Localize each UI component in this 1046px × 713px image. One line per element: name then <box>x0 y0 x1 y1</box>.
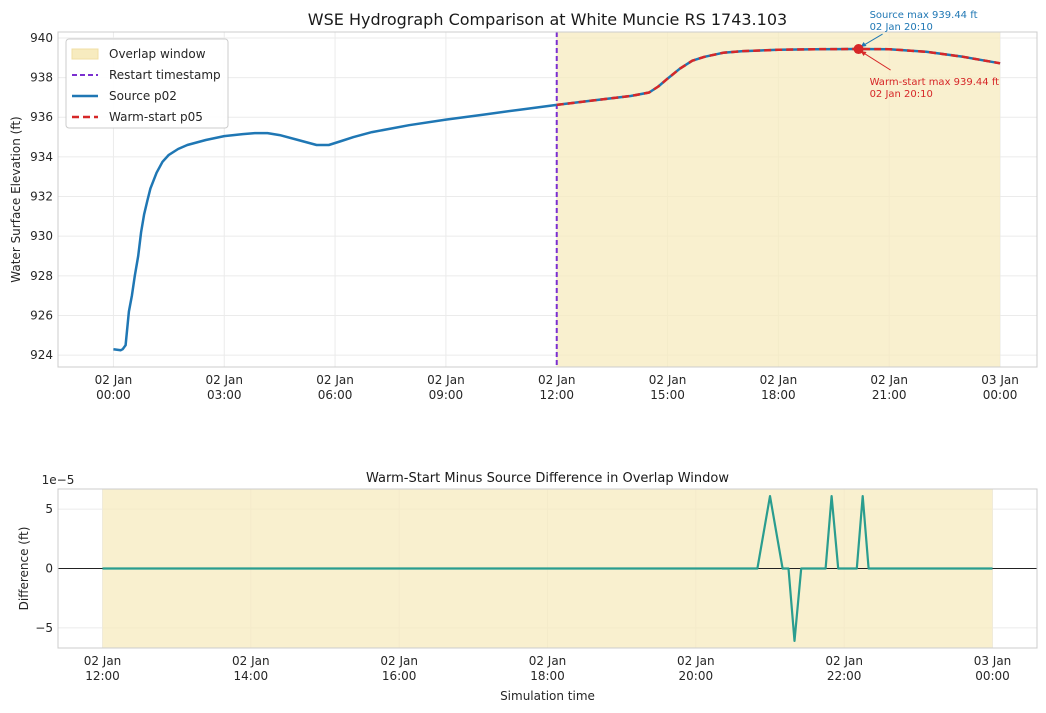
y-tick-label: 940 <box>30 31 53 45</box>
x-tick-label: 03 Jan <box>981 373 1019 387</box>
x-tick-label: 03:00 <box>207 388 242 402</box>
annotation-source-text: Source max 939.44 ft <box>870 10 978 21</box>
x-tick-label: 00:00 <box>975 669 1010 683</box>
y-axis-label: Difference (ft) <box>17 527 31 611</box>
legend-box <box>65 38 229 129</box>
annotation-source-text: 02 Jan 20:10 <box>870 22 933 33</box>
x-tick-label: 18:00 <box>761 388 796 402</box>
x-tick-label: 14:00 <box>234 669 269 683</box>
y-tick-label: 924 <box>30 348 53 362</box>
x-tick-label: 02 Jan <box>316 373 354 387</box>
annotation-warm-start-text: 02 Jan 20:10 <box>870 89 933 100</box>
chart-title: WSE Hydrograph Comparison at White Munci… <box>308 10 787 29</box>
y-tick-label: 928 <box>30 269 53 283</box>
x-tick-label: 02 Jan <box>205 373 243 387</box>
x-tick-label: 02 Jan <box>380 654 418 668</box>
legend: Overlap window Restart timestamp Source p0… <box>65 38 229 129</box>
series-warm-start-p05-line <box>556 47 1001 107</box>
legend-label-overlap-window: Overlap window <box>109 47 206 61</box>
x-tick-label: 02 Jan <box>825 654 863 668</box>
x-tick-label: 02 Jan <box>529 654 567 668</box>
y-axis-multiplier: 1e−5 <box>42 473 75 487</box>
x-tick-label: 02 Jan <box>84 654 122 668</box>
x-tick-label: 20:00 <box>679 669 714 683</box>
y-tick-label: −5 <box>35 621 53 635</box>
x-tick-label: 02 Jan <box>760 373 798 387</box>
legend-swatch-overlap-window <box>71 48 99 60</box>
y-tick-label: 934 <box>30 150 53 164</box>
x-tick-label: 15:00 <box>650 388 685 402</box>
x-tick-label: 12:00 <box>85 669 120 683</box>
peak-marker <box>853 44 864 55</box>
x-tick-label: 02 Jan <box>232 654 270 668</box>
x-tick-label: 02 Jan <box>649 373 687 387</box>
y-tick-label: 0 <box>45 562 53 576</box>
x-tick-label: 02 Jan <box>427 373 465 387</box>
x-axis-label: Simulation time <box>500 689 595 703</box>
overlap-window-band <box>556 32 1001 367</box>
annotation-warm-start-arrow <box>860 50 891 71</box>
x-tick-label: 18:00 <box>530 669 565 683</box>
x-tick-label: 09:00 <box>429 388 464 402</box>
x-tick-label: 21:00 <box>872 388 907 402</box>
y-tick-label: 932 <box>30 190 53 204</box>
x-tick-label: 02 Jan <box>95 373 133 387</box>
series-difference-line <box>102 495 993 642</box>
x-tick-label: 22:00 <box>827 669 862 683</box>
y-tick-label: 936 <box>30 110 53 124</box>
chart-title: Warm-Start Minus Source Difference in Ov… <box>366 471 729 486</box>
annotation-warm-start-text: Warm-start max 939.44 ft <box>870 77 1000 88</box>
series-source-p02-line <box>113 103 557 352</box>
x-tick-label: 00:00 <box>96 388 131 402</box>
y-tick-label: 930 <box>30 229 53 243</box>
y-tick-label: 5 <box>45 502 53 516</box>
x-tick-label: 16:00 <box>382 669 417 683</box>
legend-label-restart-timestamp: Restart timestamp <box>109 68 221 82</box>
legend-label-warm-start-p05: Warm-start p05 <box>109 110 203 124</box>
x-tick-label: 12:00 <box>539 388 574 402</box>
legend-label-source-p02: Source p02 <box>109 89 177 103</box>
x-tick-label: 00:00 <box>983 388 1018 402</box>
y-tick-label: 926 <box>30 308 53 322</box>
x-tick-label: 03 Jan <box>974 654 1012 668</box>
plot-frame <box>57 31 1038 368</box>
x-tick-label: 06:00 <box>318 388 353 402</box>
y-tick-label: 938 <box>30 71 53 85</box>
plot-frame <box>57 488 1038 649</box>
x-tick-label: 02 Jan <box>870 373 908 387</box>
y-axis-label: Water Surface Elevation (ft) <box>9 116 23 282</box>
x-tick-label: 02 Jan <box>677 654 715 668</box>
x-tick-label: 02 Jan <box>538 373 576 387</box>
